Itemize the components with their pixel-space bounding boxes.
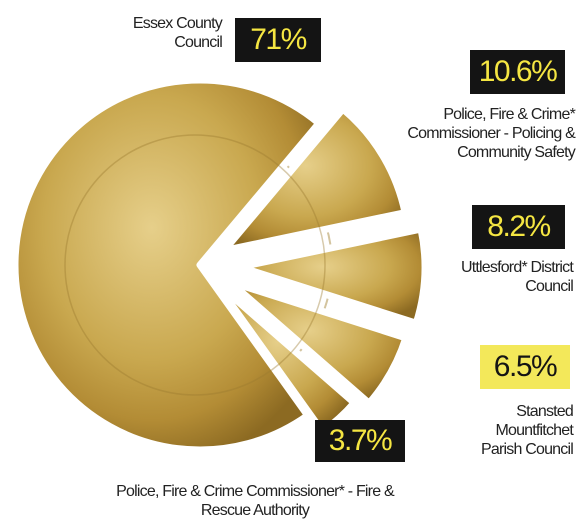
category-label: Essex County Council [132,15,223,51]
value-label: 3.7% [315,420,405,462]
coin-inner [64,134,326,396]
category-label: Police, Fire & Crime Commissioner* - Fir… [116,483,394,519]
category-label: Uttlesford* District Council [460,259,574,295]
coin-slice [11,76,323,454]
value-label: 10.6% [470,50,565,94]
coin-slice [226,278,410,407]
category-label: Stansted Mountfitchet Parish Council [481,403,574,458]
value-label: 71% [235,18,321,62]
coin-slice [236,225,429,327]
coin-slice [220,105,409,255]
category-label: Police, Fire & Crime* Commissioner - Pol… [407,106,575,161]
value-label: 8.2% [472,205,565,249]
value-label: 6.5% [480,345,570,389]
